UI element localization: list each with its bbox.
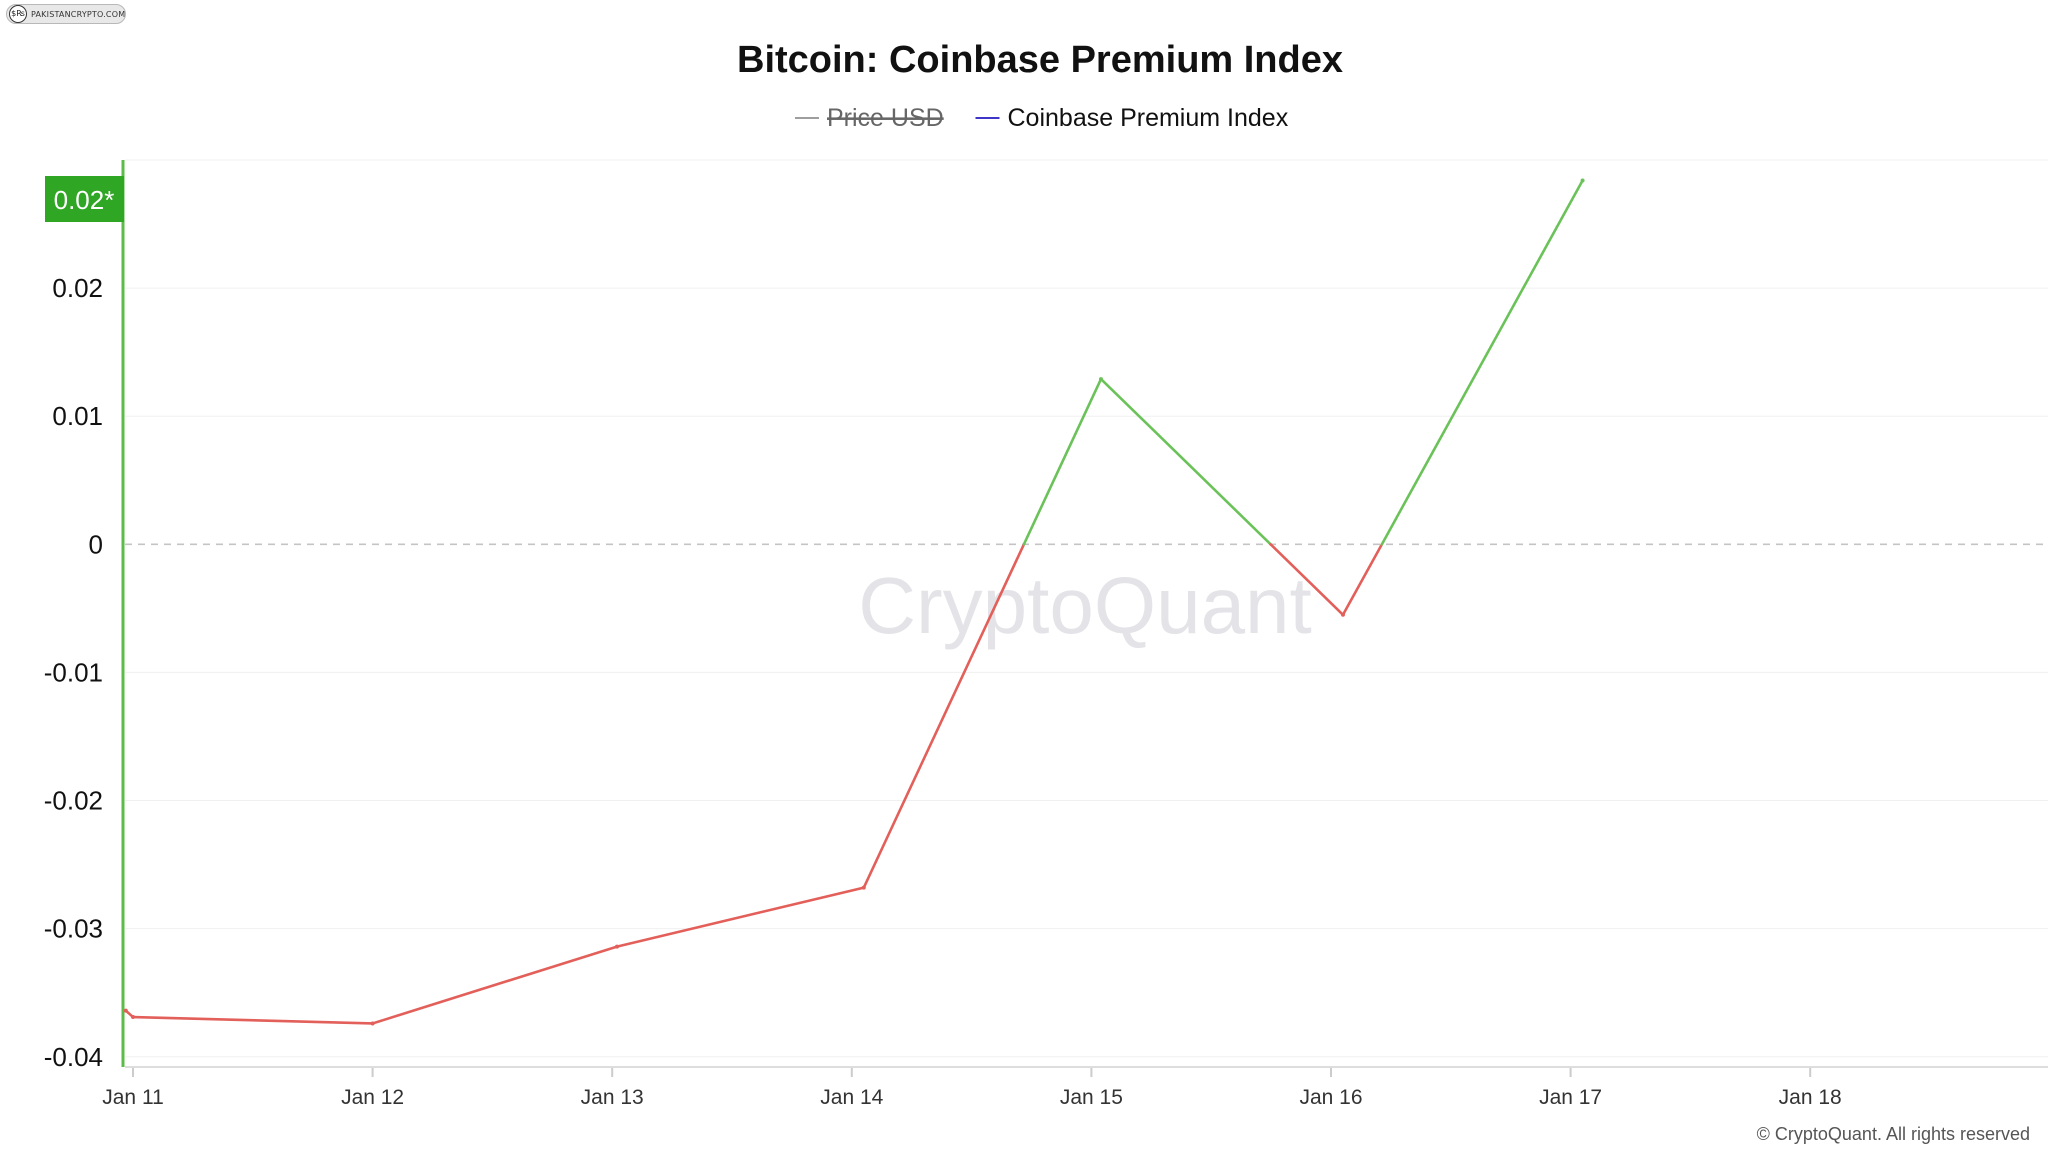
series-segment-negative	[615, 886, 866, 948]
series-segment-negative	[862, 543, 1026, 889]
x-tick-label: Jan 15	[1060, 1086, 1123, 1109]
last-value-badge: 0.02*	[45, 176, 124, 222]
last-value-badge-text: 0.02*	[54, 185, 115, 215]
site-badge[interactable]: $₨ PAKISTANCRYPTO.COM	[6, 4, 126, 24]
y-tick-label: 0	[89, 529, 103, 559]
y-tick-label: -0.01	[44, 657, 103, 687]
series-segment-negative	[1341, 543, 1384, 617]
y-tick-label: -0.02	[44, 786, 103, 816]
x-tick-label: Jan 14	[820, 1086, 883, 1109]
series-segment-negative	[371, 945, 619, 1025]
x-tick-label: Jan 13	[581, 1086, 644, 1109]
data-point	[1340, 612, 1345, 617]
x-axis-ticks: Jan 11 Jan 12 Jan 13 Jan 14 Jan 15 Jan 16 Jan …	[102, 1067, 1842, 1109]
x-tick-label: Jan 11	[102, 1086, 164, 1109]
series-segment-positive	[1099, 377, 1272, 546]
data-point	[1098, 377, 1103, 382]
y-axis-ticks: -0.04 -0.03 -0.02 -0.01 0 0.01 0.02	[44, 273, 103, 1072]
chart-axes	[121, 160, 2048, 1068]
x-tick-label: Jan 12	[341, 1086, 404, 1109]
legend-item-1[interactable]: Coinbase Premium Index	[975, 104, 1289, 132]
chart-legend[interactable]: Price USD Coinbase Premium Index	[795, 104, 1289, 132]
chart-title: Bitcoin: Coinbase Premium Index	[737, 39, 1343, 81]
data-point	[1580, 178, 1585, 183]
data-point	[614, 944, 619, 949]
data-point	[131, 1015, 135, 1020]
data-point	[370, 1021, 375, 1026]
legend-label-0: Price USD	[827, 104, 944, 132]
pakistancrypto-logo-icon: $₨	[9, 5, 27, 23]
x-tick-label: Jan 16	[1299, 1086, 1362, 1109]
series-segment-positive	[1380, 179, 1584, 546]
data-point	[123, 1008, 128, 1013]
legend-label-1: Coinbase Premium Index	[1008, 104, 1289, 132]
legend-item-0[interactable]: Price USD	[795, 104, 944, 132]
last-value-badge-bg	[45, 176, 124, 222]
series-segment-positive	[1022, 377, 1103, 546]
series-segment-negative	[1269, 543, 1345, 617]
y-tick-label: -0.04	[44, 1042, 103, 1072]
y-tick-label: 0.02	[52, 273, 103, 303]
copyright-footer: © CryptoQuant. All rights reserved	[1757, 1124, 2030, 1144]
data-point	[861, 885, 866, 890]
series-segment-negative	[131, 1015, 374, 1025]
watermark: CryptoQuant	[858, 561, 1312, 650]
premium-index-series[interactable]	[123, 178, 1585, 1026]
site-badge-text: PAKISTANCRYPTO.COM	[31, 9, 126, 19]
y-tick-label: -0.03	[44, 914, 103, 944]
x-tick-label: Jan 17	[1539, 1086, 1602, 1109]
x-tick-label: Jan 18	[1779, 1086, 1842, 1109]
y-tick-label: 0.01	[52, 401, 103, 431]
grid-lines	[125, 159, 2048, 1058]
